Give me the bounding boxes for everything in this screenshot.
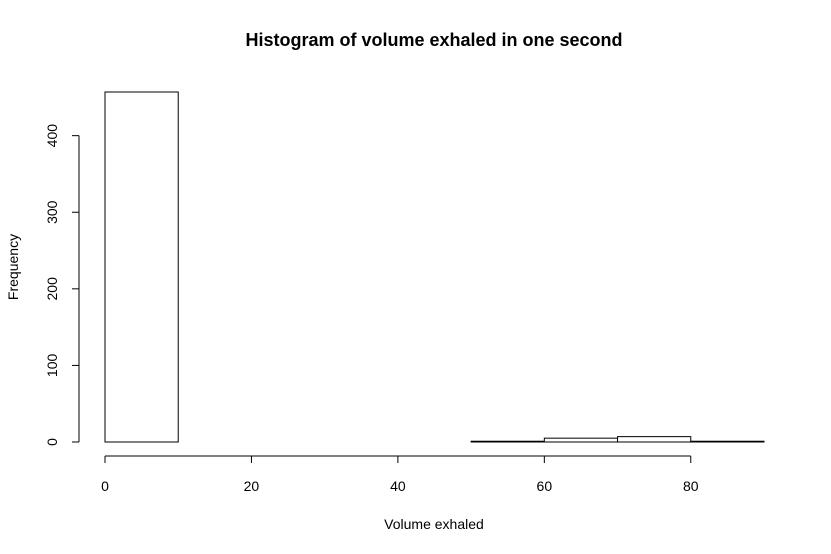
y-axis-label: Frequency [5, 234, 21, 300]
bars-group [104, 91, 765, 443]
x-tick-label-0: 0 [101, 478, 109, 494]
x-tick-label-2: 40 [390, 478, 406, 494]
x-tick-label-3: 60 [537, 478, 553, 494]
y-tick-label-1: 100 [44, 354, 60, 378]
histogram-bar-7 [617, 436, 692, 443]
x-axis-label: Volume exhaled [384, 516, 484, 532]
y-tick-label-2: 200 [44, 277, 60, 301]
histogram-bar-8 [690, 440, 765, 443]
histogram-bar-6 [543, 437, 619, 443]
x-tick-label-4: 80 [683, 478, 699, 494]
histogram-bar-0 [104, 91, 179, 443]
chart-title: Histogram of volume exhaled in one secon… [245, 30, 622, 50]
x-tick-label-1: 20 [244, 478, 260, 494]
y-tick-label-4: 400 [44, 124, 60, 148]
y-tick-label-3: 300 [44, 200, 60, 224]
x-axis: 0 20 40 60 80 [101, 455, 699, 494]
y-axis: 0 100 200 300 400 [44, 124, 80, 446]
y-tick-label-0: 0 [44, 438, 60, 446]
histogram-bar-5 [470, 440, 545, 443]
